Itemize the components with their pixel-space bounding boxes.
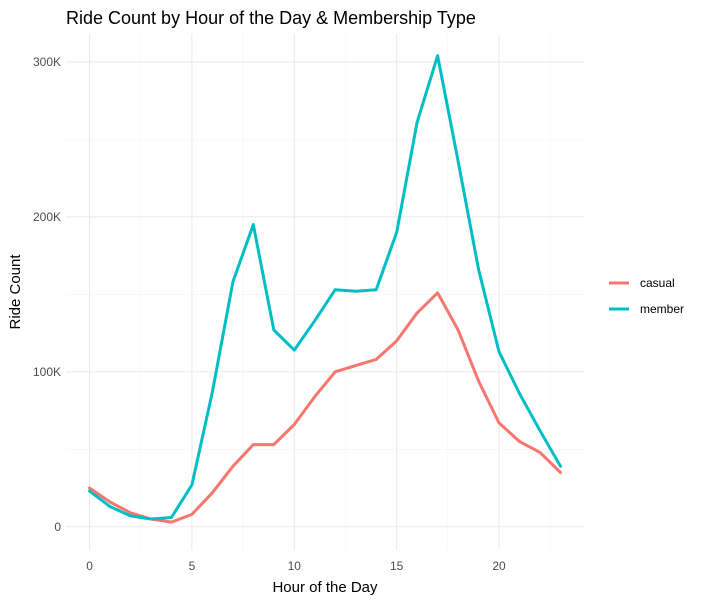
chart-title: Ride Count by Hour of the Day & Membersh…	[66, 8, 476, 28]
y-tick-label: 100K	[33, 365, 61, 379]
x-tick-label: 10	[288, 559, 302, 573]
series-lines	[88, 54, 562, 524]
series-line-member	[88, 54, 562, 521]
x-tick-label: 0	[86, 559, 93, 573]
grid	[66, 34, 584, 550]
y-tick-label: 300K	[33, 55, 61, 69]
series-line-casual	[88, 291, 562, 524]
legend: casual member	[609, 276, 684, 316]
y-axis-title: Ride Count	[7, 254, 24, 330]
y-tick-label: 0	[54, 520, 61, 534]
x-tick-label: 5	[189, 559, 196, 573]
axis-ticks: 0 5 10 15 20 0 100K 200K 300K	[33, 55, 506, 573]
x-tick-label: 15	[390, 559, 404, 573]
legend-label-casual: casual	[640, 276, 675, 290]
x-axis-title: Hour of the Day	[272, 579, 378, 596]
legend-label-member: member	[640, 302, 684, 316]
x-tick-label: 20	[492, 559, 506, 573]
y-tick-label: 200K	[33, 210, 61, 224]
